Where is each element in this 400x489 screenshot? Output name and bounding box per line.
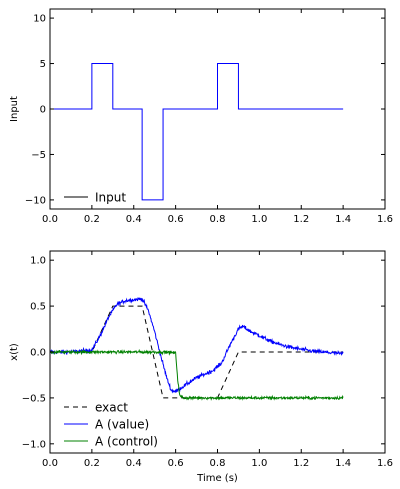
x-tick-label: 0.6	[168, 458, 184, 469]
chart-panel-2: 0.0 0.2 0.4 0.6 0.8 1.0 1.2 1.4 1.6 −1.0 −0.5 0.0 0.…	[9, 250, 393, 484]
x-axis-label: Time (s)	[196, 473, 238, 484]
x-tick-label: 0.0	[42, 214, 58, 225]
x-tick-label: 1.0	[251, 458, 267, 469]
x-tick-label: 1.2	[293, 458, 309, 469]
x-tick-label: 1.2	[293, 214, 309, 225]
legend-label: Input	[95, 191, 126, 205]
y-tick-label: 0	[40, 105, 46, 116]
legend-label: exact	[95, 401, 128, 415]
series-line-a-value	[50, 297, 344, 394]
x-tick-label: 1.6	[377, 214, 393, 225]
y-tick-label: 1.0	[30, 256, 46, 267]
y-axis-label: Input	[9, 96, 20, 122]
y-tick-label: −1.0	[22, 439, 46, 450]
x-tick-label: 1.6	[377, 458, 393, 469]
y-tick-label: −5	[31, 150, 46, 161]
y-tick-label: 10	[33, 14, 46, 25]
x-tick-label: 1.4	[335, 458, 351, 469]
x-tick-label: 0.6	[168, 214, 184, 225]
chart-panel-1: 0.0 0.2 0.4 0.6 0.8 1.0 1.2 1.4 1.6 −10 −5 0 5 10 Inpu…	[9, 8, 393, 225]
series-line-input	[50, 63, 344, 201]
x-tick-label: 0.8	[210, 214, 226, 225]
x-tick-label: 0.4	[126, 458, 142, 469]
y-tick-label: −0.5	[22, 393, 46, 404]
y-tick-label: 0.5	[30, 302, 46, 313]
legend: exact A (value) A (control)	[64, 401, 158, 449]
legend: Input	[64, 191, 126, 205]
y-tick-label: 0.0	[30, 348, 46, 359]
x-tick-label: 1.0	[251, 214, 267, 225]
x-tick-label: 0.4	[126, 214, 142, 225]
x-tick-label: 0.2	[84, 214, 100, 225]
x-tick-label: 0.2	[84, 458, 100, 469]
y-axis-label: x(t)	[9, 343, 20, 361]
legend-label: A (value)	[95, 418, 149, 432]
x-tick-label: 1.4	[335, 214, 351, 225]
x-tick-label: 0.0	[42, 458, 58, 469]
y-tick-label: −10	[25, 195, 46, 206]
legend-label: A (control)	[95, 435, 158, 449]
series-line-a-control	[50, 348, 344, 401]
y-tick-label: 5	[40, 59, 46, 70]
x-tick-label: 0.8	[210, 458, 226, 469]
